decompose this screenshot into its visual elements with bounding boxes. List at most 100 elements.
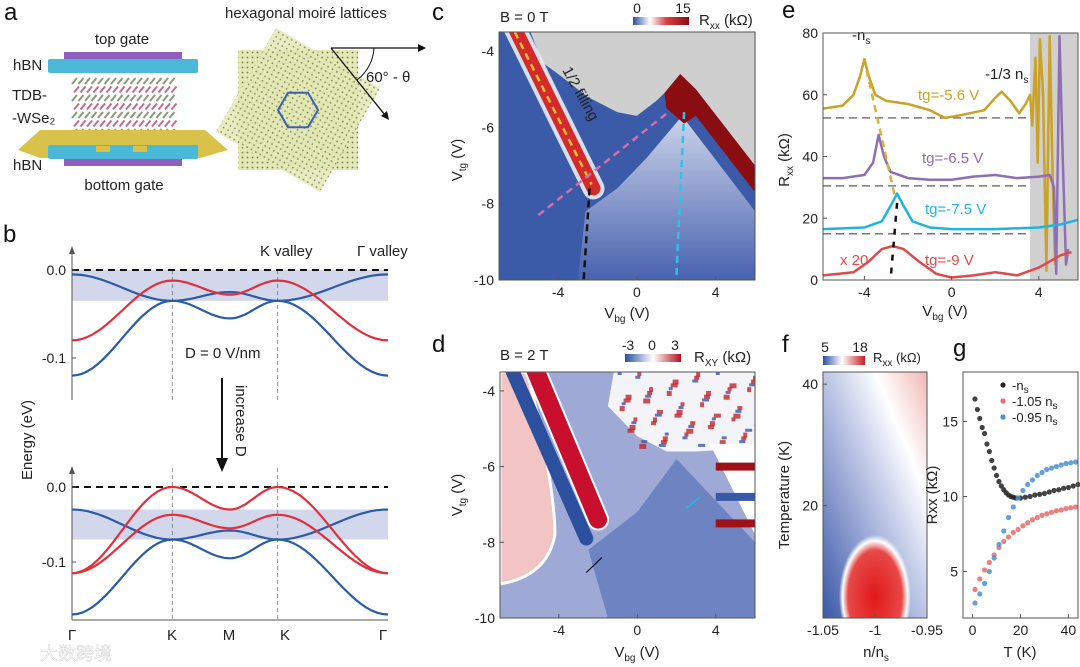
third-filling-label: -1/3 ns: [985, 66, 1028, 86]
no-data-region: [530, 32, 755, 177]
gamma-valley-band: [71, 508, 389, 560]
band-subplot: 0.0 -0.1: [42, 466, 389, 621]
noise-speckle: [639, 443, 647, 449]
flake-atom: [84, 77, 91, 85]
flake-atom: [164, 102, 171, 111]
flake-atom: [116, 77, 124, 85]
x-tick-label: -1.05: [807, 622, 839, 638]
label-sub: s: [884, 653, 889, 664]
x-tick-label: -1: [869, 622, 882, 638]
noise-speckle: [637, 372, 642, 376]
top-gate-label: top gate: [95, 31, 149, 48]
label-sub: s: [865, 36, 870, 47]
flake-atom: [162, 94, 169, 102]
y-tick-label: -6: [483, 459, 496, 475]
band-artifact: [715, 492, 755, 501]
series-line: [822, 192, 1079, 231]
flake-atom: [97, 94, 104, 102]
x-tick-label: 0: [969, 622, 977, 638]
data-point: [1027, 493, 1033, 500]
flake-atom: [92, 85, 100, 94]
neg-ns-label: -ns: [852, 27, 870, 47]
noise-speckle: [741, 436, 747, 441]
y-tick-label: 0: [810, 272, 818, 288]
flake-atom: [71, 111, 78, 119]
positive-stripe: [526, 372, 608, 529]
data-point: [981, 567, 988, 573]
colorbar-label: Rxx (kΩ): [873, 350, 921, 369]
x-axis-label: T (K): [1003, 644, 1036, 661]
contact-pad: [133, 146, 147, 152]
flake-atom: [151, 85, 158, 94]
colorbar-max: 15: [675, 0, 691, 16]
data-point: [1044, 466, 1050, 473]
negative-stripe: [505, 372, 594, 546]
flake-atom: [110, 94, 117, 102]
flake-atom: [142, 77, 150, 85]
label-main: V: [449, 171, 466, 181]
flake-atom: [129, 94, 137, 102]
flake-atom: [84, 94, 91, 102]
flake-atom: [105, 119, 113, 128]
band-artifact: [715, 519, 755, 528]
legend-marker: [1000, 398, 1006, 404]
y-tick-label: -10: [475, 610, 495, 626]
top-gate: [64, 52, 182, 59]
noise-speckle: [635, 375, 641, 379]
flake-atom: [138, 119, 145, 128]
data-point: [977, 576, 983, 582]
colorbar: [625, 354, 681, 362]
noise-speckle: [704, 394, 710, 399]
colorbar-min: 5: [821, 339, 829, 355]
flake-atom: [110, 77, 117, 85]
y-tick-label: -10: [474, 272, 494, 288]
data-point: [972, 600, 978, 606]
x-tick-label: -4: [553, 622, 566, 638]
flake-atom: [162, 111, 169, 119]
cyan-arrow-icon: [685, 496, 701, 510]
x-tick-label: -4: [552, 284, 565, 300]
legend-marker: [1000, 414, 1006, 420]
data-point: [972, 396, 978, 402]
bottom-hbn: [48, 145, 198, 159]
noise-speckle: [656, 409, 663, 414]
flake-atom: [162, 77, 169, 85]
noise-speckle: [731, 417, 736, 422]
data-point: [1022, 494, 1028, 500]
x-tick-label: K: [280, 627, 290, 644]
colorbar: [823, 356, 865, 365]
flake-atom: [149, 94, 156, 102]
flake-atom: [112, 102, 119, 111]
noise-speckle: [707, 424, 714, 429]
noise-speckle: [729, 383, 737, 389]
noise-speckle: [658, 443, 666, 447]
x-tick-label: -0.95: [911, 622, 943, 638]
data-point: [998, 483, 1004, 489]
y-axis-label: Rxx (kΩ): [924, 466, 941, 525]
flake-atom: [103, 111, 111, 119]
flake-atom: [123, 111, 130, 119]
series-label: tg=-9 V: [925, 252, 974, 269]
gamma-valley-band: [71, 290, 389, 377]
label-sub: xx: [882, 358, 892, 369]
data-point: [991, 465, 997, 471]
noise-speckle: [737, 406, 743, 411]
y-tick-label: -0.1: [42, 554, 66, 570]
noise-speckle: [747, 387, 752, 393]
x-tick-label: 4: [712, 622, 720, 638]
data-point: [1053, 463, 1060, 470]
noise-speckle: [629, 424, 636, 430]
y-tick-label: -8: [482, 196, 495, 212]
flake-atom: [90, 111, 98, 119]
flake-atom: [142, 94, 150, 102]
x-axis-label: Vbg (V): [614, 644, 659, 664]
data-point: [1065, 484, 1072, 491]
flake-atom: [144, 119, 152, 128]
noise-speckle: [647, 390, 653, 395]
data-point: [1029, 477, 1036, 483]
panel-label: f: [782, 331, 789, 358]
panel-label: a: [4, 0, 18, 26]
flake-atom: [118, 119, 126, 128]
k-valley-band: [71, 279, 389, 342]
